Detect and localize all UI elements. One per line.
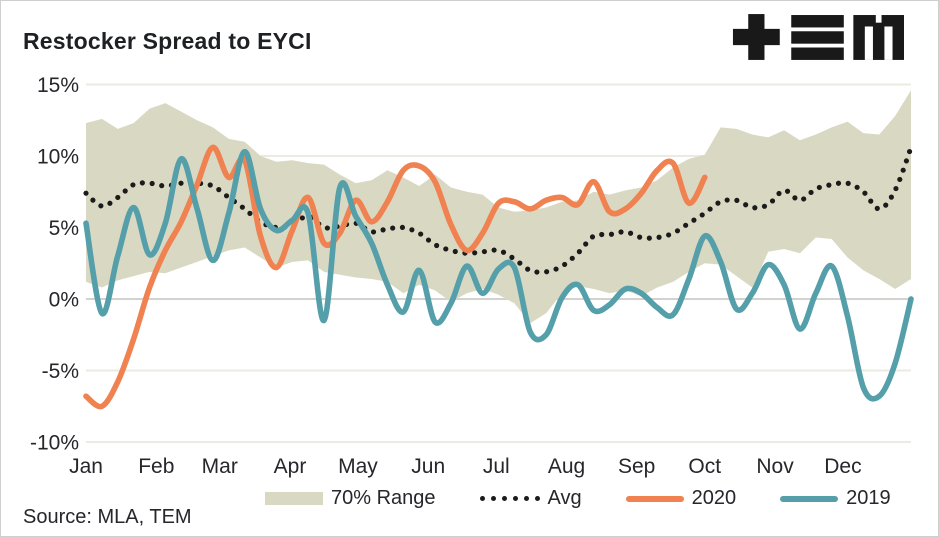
x-tick-label-sep: Sep: [618, 455, 655, 478]
legend-label-2020: 2020: [691, 487, 737, 509]
spread-chart-svg: 15% 10% 5% 0% -5% -10%Jan Feb Mar Apr May Jun Jul Au…: [30, 74, 914, 478]
x-tick-label-nov: Nov: [756, 455, 794, 478]
legend-label-2019: 2019: [846, 487, 891, 509]
legend-item-2020: 2020: [625, 487, 737, 510]
x-tick-label-dec: Dec: [824, 455, 861, 478]
line-2020: [83, 144, 708, 410]
line-2020-swatch-icon: [625, 495, 684, 502]
tem-logo: [732, 14, 904, 60]
avg-dots-swatch-icon: [479, 496, 540, 501]
y-tick-label: 5%: [49, 217, 79, 240]
range-band-swatch-icon: [265, 492, 323, 505]
logo-plus-icon: [732, 14, 780, 60]
x-tick-label-jun: Jun: [411, 455, 445, 478]
line-2019: [83, 148, 914, 402]
x-tick-label-aug: Aug: [548, 455, 585, 478]
y-tick-label: -10%: [30, 432, 79, 455]
legend-label-range: 70% Range: [331, 487, 436, 509]
avg-line: [83, 144, 914, 275]
source-note: Source: MLA, TEM: [23, 506, 192, 528]
y-tick-label: 10%: [37, 146, 79, 169]
x-tick-label-mar: Mar: [202, 455, 238, 478]
page-title: Restocker Spread to EYCI: [23, 28, 312, 55]
logo-bars-icon: [791, 15, 844, 60]
legend-item-2019: 2019: [780, 487, 891, 510]
chart-legend: 70% Range Avg 2020 2019: [265, 487, 891, 510]
legend-item-avg: Avg: [479, 487, 582, 510]
x-tick-label-feb: Feb: [138, 455, 174, 478]
line-2019-swatch-icon: [780, 495, 839, 502]
y-tick-label: 15%: [37, 74, 79, 97]
x-tick-label-oct: Oct: [688, 455, 721, 478]
x-tick-label-apr: Apr: [274, 455, 307, 478]
x-tick-label-jan: Jan: [69, 455, 103, 478]
chart-area: 15% 10% 5% 0% -5% -10% Jan Feb Mar Apr May Jun Jul Au…: [1, 71, 939, 481]
x-tick-label-jul: Jul: [483, 455, 510, 478]
x-tick-label-may: May: [338, 455, 378, 478]
y-tick-label: 0%: [49, 289, 79, 312]
legend-label-avg: Avg: [547, 487, 582, 509]
legend-item-range: 70% Range: [265, 487, 436, 510]
y-tick-label: -5%: [42, 360, 79, 383]
